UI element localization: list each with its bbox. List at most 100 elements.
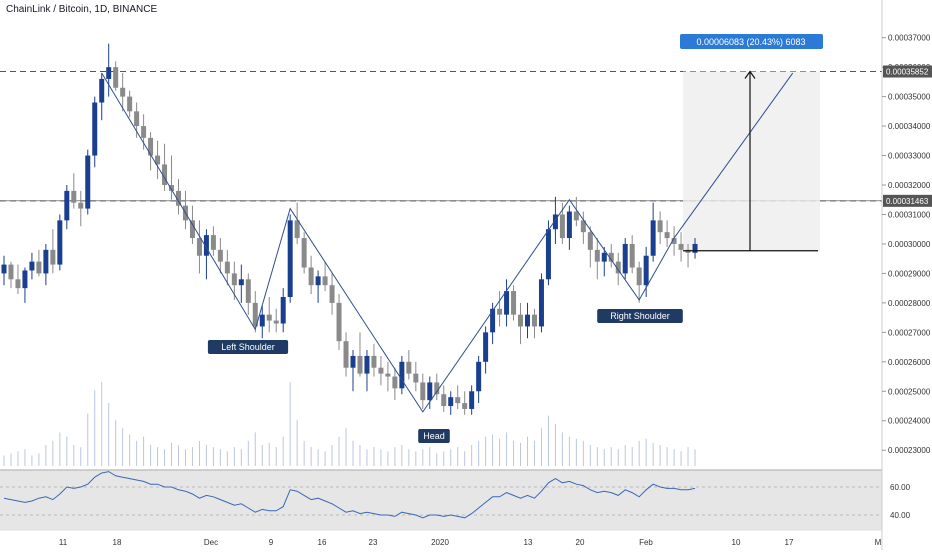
candle-body bbox=[552, 214, 558, 230]
candle-body bbox=[364, 355, 370, 374]
pattern-label: Left Shoulder bbox=[221, 342, 275, 352]
time-tick-label: Feb bbox=[639, 538, 653, 547]
candle-body bbox=[273, 320, 279, 324]
price-tick-label: 0.00034000 bbox=[888, 122, 931, 131]
candle-body bbox=[8, 264, 14, 280]
candle-body bbox=[71, 190, 77, 203]
candle-body bbox=[441, 394, 447, 407]
candle-body bbox=[462, 403, 468, 409]
candle-body bbox=[566, 211, 572, 239]
candle-body bbox=[636, 267, 642, 286]
measure-arrow-head bbox=[744, 70, 756, 79]
chart-title: ChainLink / Bitcoin, 1D, BINANCE bbox=[6, 4, 158, 15]
candle-body bbox=[511, 291, 517, 315]
projection-layer bbox=[683, 71, 820, 251]
candle-body bbox=[308, 267, 314, 286]
candle-body bbox=[350, 355, 356, 368]
candle-body bbox=[580, 220, 586, 233]
price-tick-label: 0.00029000 bbox=[888, 269, 931, 278]
candle-body bbox=[392, 376, 398, 389]
candle-body bbox=[692, 243, 698, 253]
time-tick-label: 18 bbox=[113, 538, 122, 547]
candle-body bbox=[531, 314, 537, 327]
candle-layer bbox=[1, 43, 698, 415]
candle-body bbox=[245, 279, 251, 303]
candle-body bbox=[343, 341, 349, 368]
candle-body bbox=[650, 220, 656, 256]
measure-label: 0.00006083 (20.43%) 6083 bbox=[696, 37, 805, 47]
candle-body bbox=[483, 332, 489, 362]
level-tag-label: 0.00031463 bbox=[886, 197, 929, 206]
candle-body bbox=[266, 314, 272, 321]
candle-body bbox=[427, 382, 433, 401]
candle-body bbox=[336, 302, 342, 342]
price-tick-label: 0.00033000 bbox=[888, 152, 931, 161]
pattern-layer bbox=[101, 70, 818, 413]
candle-body bbox=[504, 291, 510, 315]
price-tick-label: 0.00030000 bbox=[888, 240, 931, 249]
price-tick-label: 0.00023000 bbox=[888, 446, 931, 455]
time-tick-label: 16 bbox=[318, 538, 327, 547]
candle-body bbox=[231, 273, 237, 286]
pattern-label: Head bbox=[423, 431, 445, 441]
price-tick-label: 0.00031000 bbox=[888, 210, 931, 219]
candle-body bbox=[643, 255, 649, 286]
level-tag bbox=[883, 194, 932, 207]
candle-body bbox=[518, 314, 524, 327]
price-tick-label: 0.00025000 bbox=[888, 387, 931, 396]
rsi-layer bbox=[0, 469, 882, 530]
candle-body bbox=[141, 126, 147, 138]
level-tag bbox=[883, 65, 932, 78]
label-layer: Left Shoulder Head Right Shoulder 0.0000608… bbox=[207, 34, 823, 443]
candle-body bbox=[36, 261, 42, 274]
rsi-tick-label: 60.00 bbox=[890, 483, 911, 492]
candle-body bbox=[587, 232, 593, 250]
candle-body bbox=[629, 243, 635, 268]
candle-body bbox=[385, 373, 391, 377]
candle-body bbox=[315, 276, 321, 286]
projection-box bbox=[683, 71, 820, 251]
candle-body bbox=[497, 308, 503, 315]
candle-body bbox=[15, 279, 21, 289]
candle-body bbox=[434, 382, 440, 395]
candle-body bbox=[406, 361, 412, 374]
candle-body bbox=[217, 249, 223, 262]
candle-body bbox=[594, 249, 600, 262]
candle-body bbox=[176, 190, 181, 206]
candle-body bbox=[252, 302, 258, 327]
candle-body bbox=[85, 155, 91, 209]
candle-body bbox=[525, 314, 530, 327]
candle-body bbox=[1, 264, 7, 274]
rsi-panel-bg bbox=[0, 470, 882, 530]
price-tick-label: 0.00028000 bbox=[888, 299, 931, 308]
pattern-label-bg bbox=[207, 340, 289, 354]
time-tick-label: M bbox=[875, 538, 882, 547]
candle-body bbox=[538, 279, 544, 327]
candle-body bbox=[476, 361, 482, 392]
price-tick-label: 0.00032000 bbox=[888, 181, 931, 190]
candle-body bbox=[322, 276, 328, 286]
candle-body bbox=[210, 235, 216, 250]
candle-body bbox=[455, 397, 461, 404]
candle-body bbox=[608, 252, 614, 262]
candle-body bbox=[559, 214, 565, 239]
candle-body bbox=[301, 238, 307, 268]
time-tick-label: 10 bbox=[732, 538, 741, 547]
candle-body bbox=[329, 285, 335, 303]
candle-body bbox=[238, 279, 244, 286]
time-tick-label: 9 bbox=[269, 538, 274, 547]
candle-body bbox=[127, 96, 133, 112]
candle-body bbox=[78, 202, 84, 209]
candle-body bbox=[196, 238, 202, 256]
candle-body bbox=[189, 220, 195, 239]
level-tag-label: 0.00035852 bbox=[886, 68, 929, 77]
candle-body bbox=[490, 308, 496, 333]
candle-body bbox=[259, 314, 265, 327]
candle-body bbox=[545, 229, 551, 280]
candle-body bbox=[280, 296, 286, 324]
candle-body bbox=[155, 155, 161, 165]
candle-body bbox=[134, 111, 140, 127]
candle-body bbox=[99, 78, 105, 103]
